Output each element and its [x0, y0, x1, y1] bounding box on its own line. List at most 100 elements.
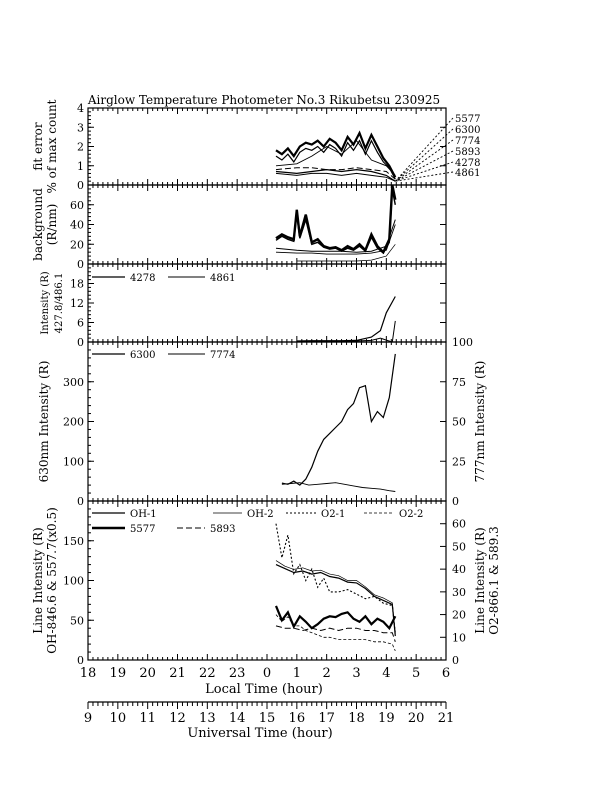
series-line-c — [275, 219, 396, 253]
y-tick-label: 3 — [77, 121, 84, 134]
y-tick-label: 0 — [77, 336, 84, 349]
x-tick-label-local: 18 — [80, 666, 97, 681]
chart-title: Airglow Temperature Photometer No.3 Riku… — [87, 93, 440, 107]
series-line-6300 — [275, 139, 396, 180]
x-tick-label-ut: 17 — [318, 711, 335, 726]
x-tick-label-local: 19 — [110, 666, 127, 681]
series-line-4278 — [296, 296, 396, 342]
y-axis-label: % of max count — [45, 99, 59, 193]
x-tick-label-local: 6 — [442, 666, 450, 681]
y2-tick-label: 100 — [452, 336, 473, 349]
x-tick-label-ut: 16 — [289, 711, 306, 726]
legend-label-O2-2: O2-2 — [399, 509, 423, 520]
series-line-5893 — [275, 625, 396, 642]
legend-leader-4861 — [395, 171, 454, 182]
legend-label-5893: 5893 — [210, 524, 235, 535]
y2-tick-label: 50 — [452, 416, 466, 429]
y2-tick-label: 10 — [452, 631, 466, 644]
y-tick-label: 100 — [63, 575, 84, 588]
series-line-O2-1 — [275, 523, 396, 633]
y-axis-label: Line Intensity (R) — [31, 527, 45, 633]
y-tick-label: 2 — [77, 141, 84, 154]
legend-label-6300: 6300 — [455, 125, 480, 136]
legend-leader-5577 — [394, 117, 454, 182]
legend-label-OH-2: OH-2 — [247, 509, 274, 520]
series-line-OH-2 — [275, 560, 396, 634]
x-tick-label-ut: 12 — [169, 711, 186, 726]
series-line-6300 — [281, 353, 396, 486]
x-tick-label-local: 1 — [293, 666, 301, 681]
y-tick-label: 4 — [77, 102, 84, 115]
y-tick-label: 50 — [70, 614, 84, 627]
legend-label-5893: 5893 — [455, 147, 480, 158]
y2-tick-label: 50 — [452, 540, 466, 553]
x-tick-label-ut: 14 — [229, 711, 246, 726]
x-tick-label-ut: 15 — [259, 711, 276, 726]
y-tick-label: 200 — [63, 416, 84, 429]
legend-label-OH-1: OH-1 — [130, 509, 157, 520]
series-line-b — [275, 189, 396, 255]
y-tick-label: 0 — [77, 495, 84, 508]
y-tick-label: 0 — [77, 654, 84, 667]
legend-label-5577: 5577 — [130, 524, 155, 535]
legend-label-7774: 7774 — [455, 136, 480, 147]
x-tick-label-ut: 13 — [199, 711, 216, 726]
y-tick-label: 20 — [70, 238, 84, 251]
legend-label-7774: 7774 — [210, 350, 235, 361]
series-line-OH-1 — [275, 564, 396, 637]
x-tick-label-local: 21 — [169, 666, 186, 681]
y-tick-label: 60 — [70, 199, 84, 212]
series-line-4278 — [275, 168, 396, 182]
series-line-5577 — [275, 130, 397, 178]
y2-tick-label: 30 — [452, 586, 466, 599]
x-tick-label-local: 22 — [199, 666, 216, 681]
x-axis-label-local: Local Time (hour) — [205, 682, 323, 697]
y2-tick-label: 75 — [452, 376, 466, 389]
x-tick-label-ut: 9 — [84, 711, 92, 726]
y2-tick-label: 0 — [452, 654, 459, 667]
legend-leader-5893 — [395, 150, 454, 182]
series-line-e — [296, 244, 396, 262]
y-tick-label: 40 — [70, 219, 84, 232]
y-tick-label: 12 — [70, 297, 84, 310]
y-tick-label: 6 — [77, 317, 84, 330]
series-line-a — [275, 184, 397, 255]
y-tick-label: 100 — [63, 455, 84, 468]
legend-label-4861: 4861 — [210, 273, 235, 284]
y-tick-label: 150 — [63, 535, 84, 548]
y-axis-label: 630nm Intensity (R) — [37, 361, 51, 483]
series-line-4861 — [275, 172, 396, 182]
legend-label-O2-1: O2-1 — [321, 509, 345, 520]
series-line-4861 — [296, 320, 396, 343]
x-tick-label-ut: 18 — [348, 711, 365, 726]
series-line-5893 — [275, 167, 396, 180]
x-tick-label-ut: 20 — [408, 711, 425, 726]
legend-leader-6300 — [394, 128, 454, 182]
legend-label-4278: 4278 — [455, 158, 480, 169]
legend-label-6300: 6300 — [130, 350, 155, 361]
y2-tick-label: 40 — [452, 563, 466, 576]
y-axis-label: fit error — [31, 122, 45, 170]
y2-axis-label: 777nm Intensity (R) — [473, 361, 487, 483]
series-line-d — [275, 224, 396, 255]
y-axis-label: 427.8/486.1 — [54, 273, 65, 334]
x-tick-label-local: 20 — [139, 666, 156, 681]
y-tick-label: 18 — [70, 278, 84, 291]
series-line-7774 — [275, 140, 396, 176]
y-tick-label: 300 — [63, 376, 84, 389]
series-line-5577 — [274, 605, 397, 631]
x-axis-label-ut: Universal Time (hour) — [187, 726, 332, 741]
y2-tick-label: 60 — [452, 518, 466, 531]
x-tick-label-local: 0 — [263, 666, 271, 681]
x-tick-label-ut: 19 — [378, 711, 395, 726]
y2-axis-label: O2-866.1 & 589.3 — [487, 526, 501, 635]
x-tick-label-local: 4 — [382, 666, 390, 681]
y-tick-label: 1 — [77, 160, 84, 173]
y-tick-label: 0 — [77, 179, 84, 192]
panel-4-frame — [87, 341, 447, 502]
x-tick-label-ut: 21 — [438, 711, 455, 726]
legend-label-5577: 5577 — [455, 114, 480, 125]
y-axis-label: background — [31, 188, 45, 261]
series-line-7774 — [281, 482, 396, 492]
